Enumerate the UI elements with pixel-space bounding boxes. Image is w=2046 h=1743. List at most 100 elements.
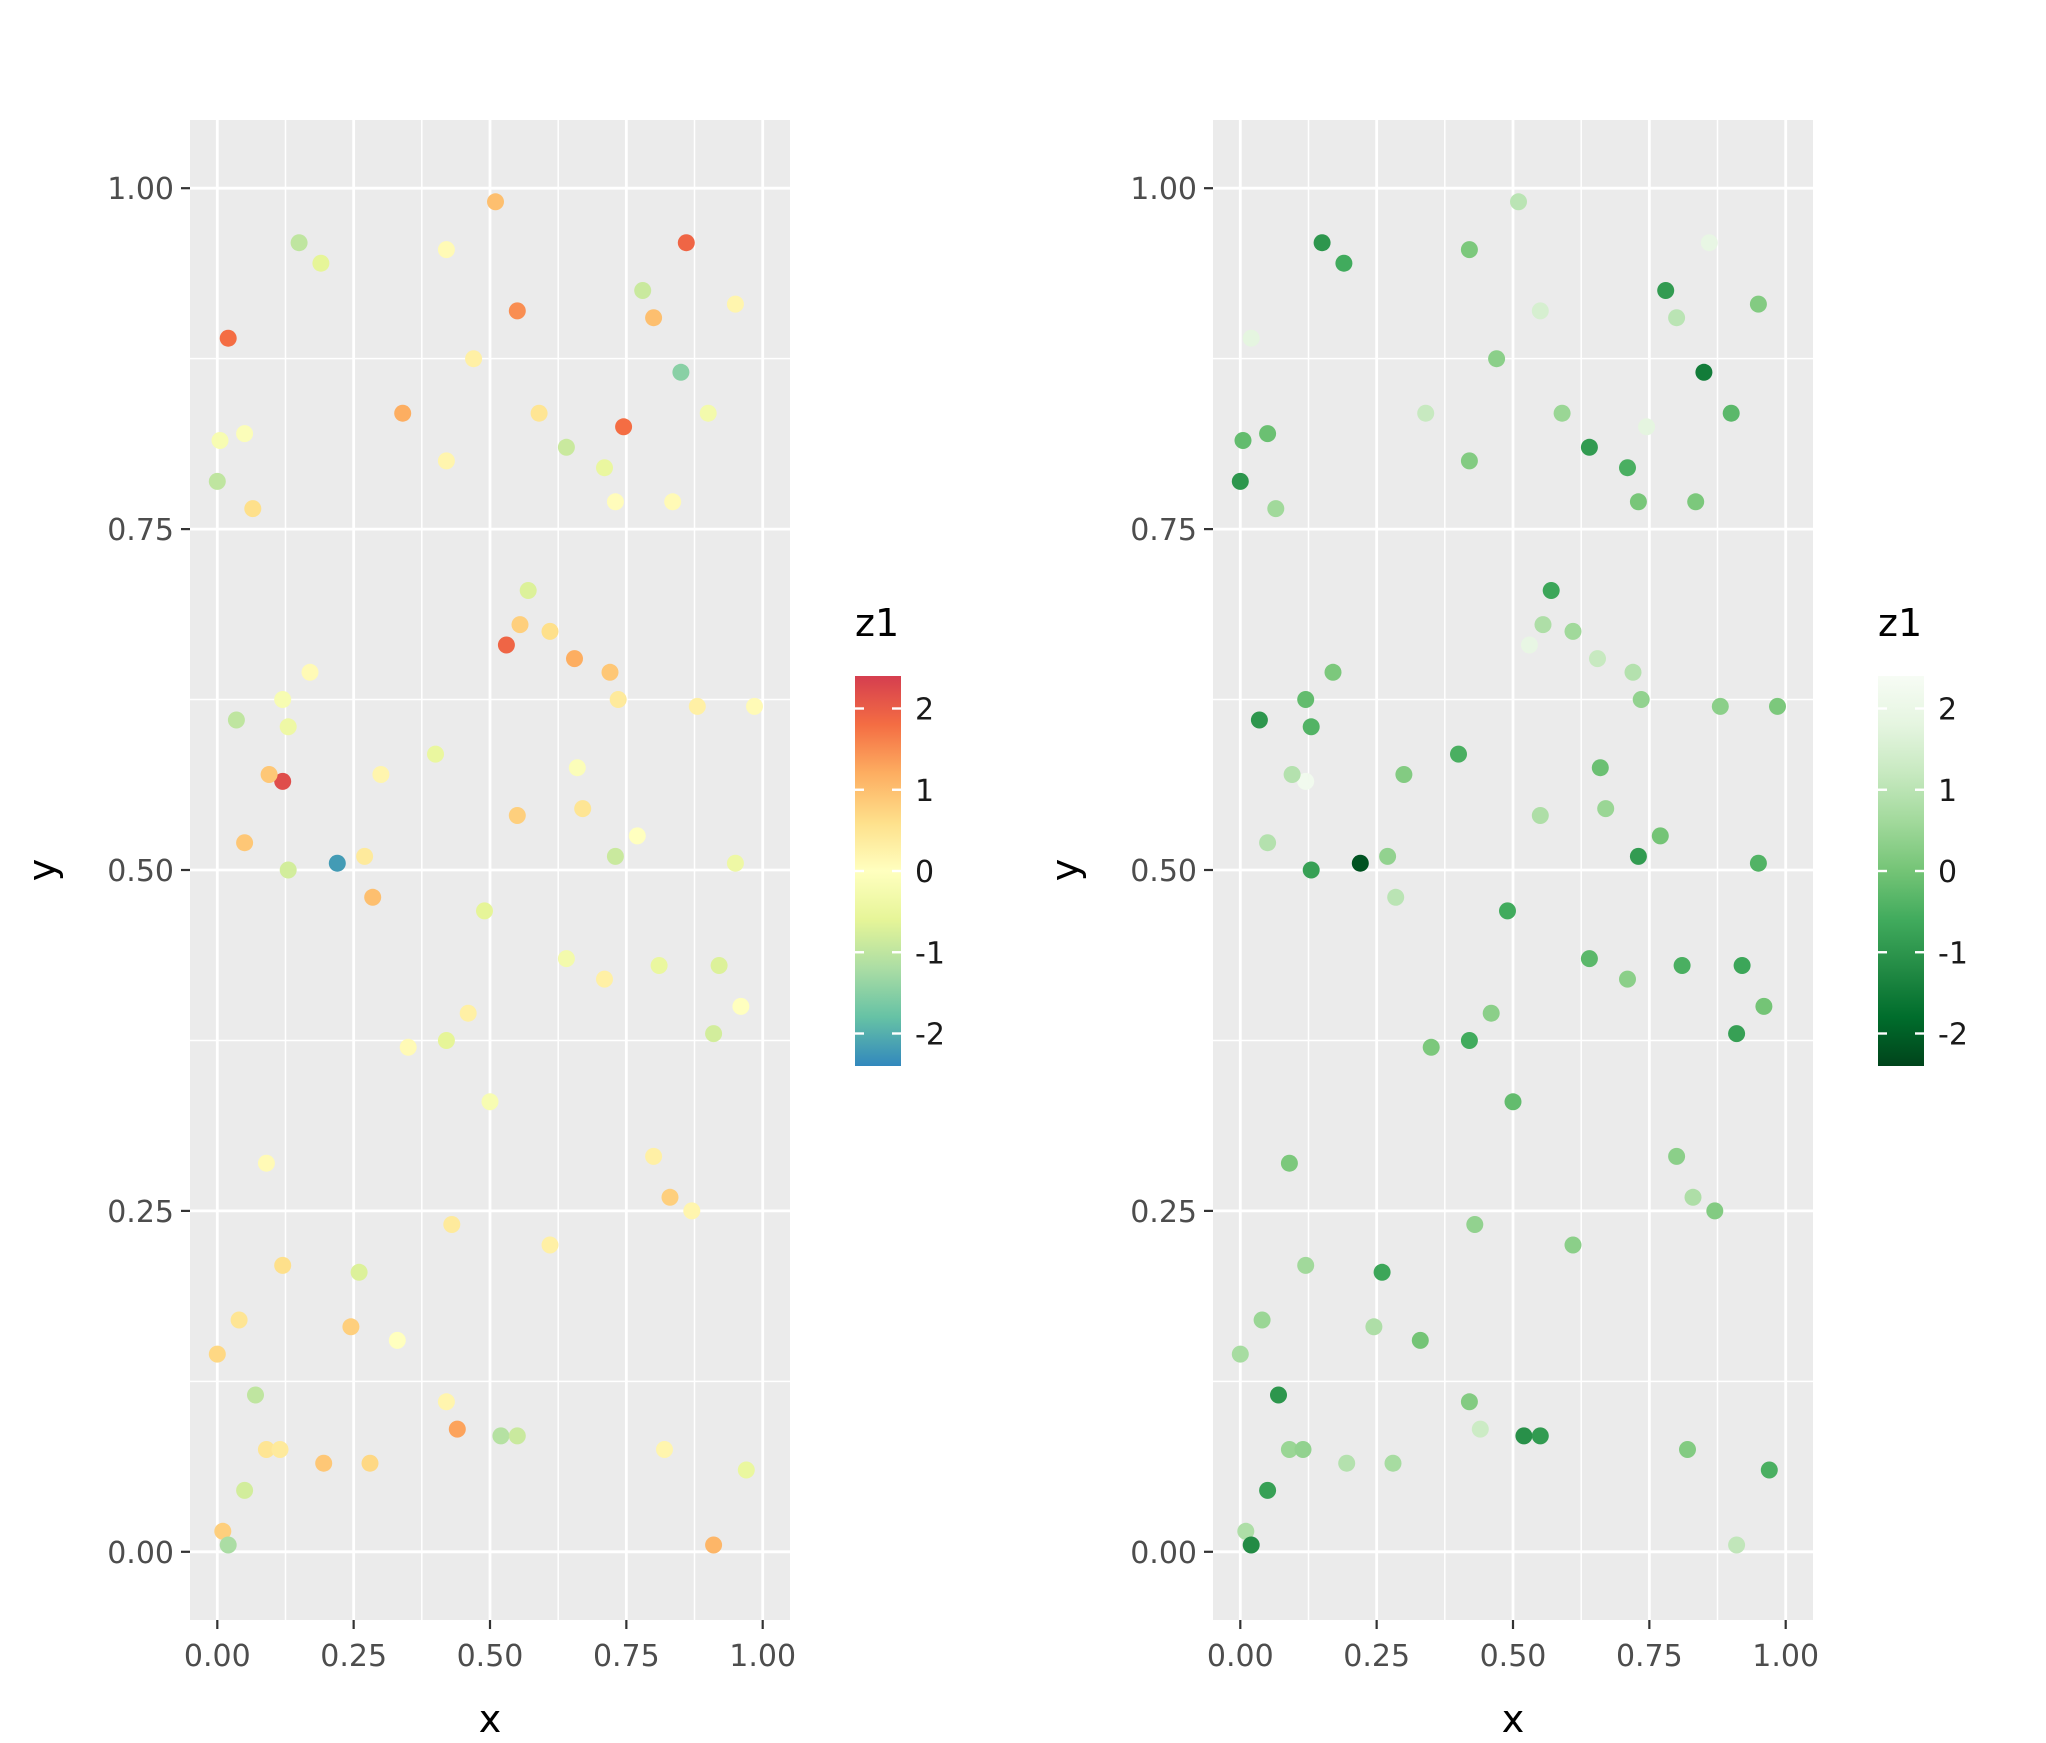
data-point [260, 766, 278, 783]
data-point [1387, 888, 1405, 906]
data-point [1460, 241, 1478, 259]
data-point [1580, 950, 1598, 968]
data-point [437, 452, 455, 470]
data-point [1673, 957, 1691, 974]
data-point [672, 363, 690, 381]
y-axis-title: y [1043, 859, 1087, 882]
data-point [683, 1202, 701, 1220]
data-point [746, 697, 763, 715]
data-point [1591, 759, 1609, 777]
data-point [1542, 582, 1560, 599]
data-point [1638, 418, 1656, 436]
data-point [230, 1311, 248, 1329]
data-point [427, 745, 444, 763]
data-point [244, 500, 262, 518]
data-point [1250, 711, 1268, 729]
data-point [606, 847, 624, 865]
data-point [1619, 970, 1636, 988]
data-point [1657, 282, 1675, 299]
data-point [279, 718, 297, 736]
data-point [1297, 772, 1315, 790]
data-point [634, 282, 652, 299]
data-point [1471, 1420, 1489, 1438]
data-point [1564, 1236, 1582, 1254]
data-point [726, 295, 744, 313]
data-point [1722, 404, 1740, 422]
data-point [1234, 432, 1252, 449]
data-point [650, 957, 668, 974]
data-point [1294, 1441, 1312, 1458]
data-point [1619, 459, 1636, 477]
data-point [342, 1318, 360, 1336]
data-point [1531, 1427, 1549, 1445]
data-point [364, 888, 382, 906]
data-point [732, 997, 750, 1015]
y-tick-label: 0.00 [107, 1536, 174, 1571]
data-point [645, 1147, 663, 1165]
data-point [541, 1236, 559, 1254]
data-point [443, 1216, 461, 1233]
legend-tick-label: -1 [1938, 936, 1968, 971]
x-tick-label: 0.00 [1207, 1639, 1274, 1674]
data-point [1504, 1093, 1522, 1111]
data-point [1395, 766, 1413, 783]
data-point [1597, 800, 1615, 818]
data-point [705, 1536, 723, 1554]
data-point [236, 834, 254, 852]
data-point [1651, 827, 1669, 845]
data-point [1520, 636, 1538, 654]
data-point [257, 1441, 275, 1458]
data-point [497, 636, 515, 654]
data-point [1379, 847, 1397, 865]
data-point [1515, 1427, 1533, 1445]
data-point [361, 1454, 379, 1472]
data-point [699, 404, 717, 422]
x-axis-title: x [1502, 1697, 1525, 1741]
data-point [481, 1093, 499, 1111]
data-point [530, 404, 548, 422]
data-point [1411, 1331, 1429, 1349]
legend-tick-label: 0 [915, 855, 934, 890]
legend-title: z1 [1878, 601, 1922, 645]
data-point [437, 1032, 455, 1049]
data-point [437, 1393, 455, 1411]
data-point [628, 827, 646, 845]
data-point [1687, 493, 1705, 511]
data-point [1422, 1038, 1440, 1056]
data-point [1259, 1481, 1277, 1499]
y-tick-label: 0.75 [107, 513, 174, 548]
data-point [1695, 363, 1713, 381]
data-point [1728, 1025, 1746, 1043]
data-point [511, 616, 529, 634]
data-point [661, 1188, 679, 1206]
y-tick-label: 0.00 [1130, 1536, 1197, 1571]
data-point [566, 650, 583, 668]
data-point [508, 302, 526, 320]
data-point [1417, 404, 1435, 422]
data-point [492, 1427, 510, 1445]
data-point [645, 309, 663, 327]
data-point [227, 711, 245, 729]
data-point [1460, 1393, 1478, 1411]
legend-tick-label: -2 [915, 1018, 945, 1053]
data-point [1384, 1454, 1402, 1472]
data-point [1253, 1311, 1271, 1329]
data-point [1482, 1004, 1500, 1022]
x-tick-label: 0.00 [184, 1639, 251, 1674]
legend-title: z1 [855, 601, 899, 645]
x-tick-label: 0.75 [593, 1639, 660, 1674]
data-point [1267, 500, 1285, 518]
x-tick-label: 1.00 [1752, 1639, 1819, 1674]
data-point [274, 1256, 292, 1274]
data-point [596, 459, 613, 477]
data-point [301, 663, 319, 681]
data-point [1624, 663, 1642, 681]
data-point [476, 902, 493, 920]
data-point [1297, 691, 1315, 708]
data-point [596, 970, 613, 988]
data-point [271, 1441, 289, 1458]
data-point [312, 254, 330, 272]
data-point [574, 800, 592, 818]
data-point [1760, 1461, 1778, 1479]
